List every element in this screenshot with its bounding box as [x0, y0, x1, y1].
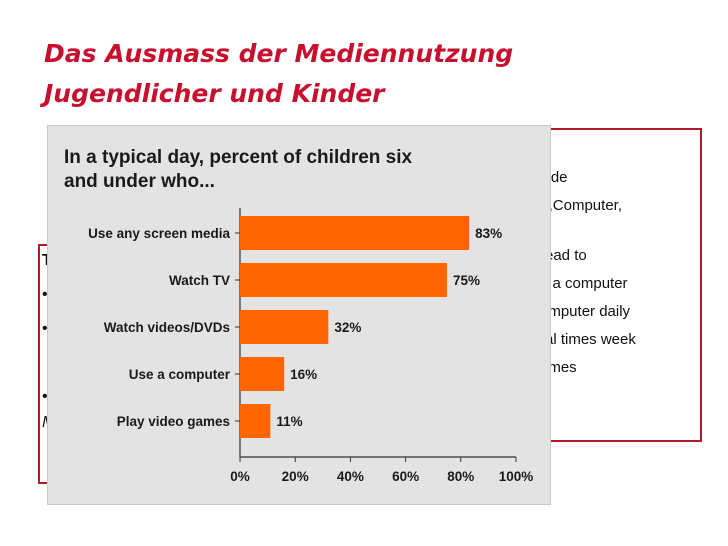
right-text-line: ames	[540, 359, 577, 376]
bar	[240, 310, 329, 344]
right-text-line: d a computer	[540, 275, 628, 292]
chart-title-line-2: and under who...	[64, 171, 215, 192]
bar	[240, 357, 285, 391]
right-text-line: ral times week	[540, 331, 636, 348]
bar	[240, 216, 470, 250]
right-text-line: V,Computer,	[540, 197, 622, 214]
x-tick-label: 0%	[230, 469, 250, 484]
slide-title-line-2: Jugendlicher und Kinder	[44, 79, 385, 108]
value-label: 83%	[475, 226, 502, 241]
left-bullet: •	[42, 286, 48, 303]
category-label: Use any screen media	[88, 226, 230, 241]
slide-title: Das Ausmass der Mediennutzung Jugendlich…	[44, 34, 644, 114]
chart-panel: In a typical day, percent of children si…	[48, 126, 550, 504]
value-label: 32%	[334, 320, 361, 335]
left-bullet: •	[42, 320, 48, 337]
left-text-fragment: T	[42, 252, 52, 269]
x-tick-label: 100%	[499, 469, 534, 484]
category-label: Watch videos/DVDs	[104, 320, 230, 335]
x-tick-label: 20%	[282, 469, 309, 484]
left-bullet: •	[42, 388, 48, 405]
category-label: Watch TV	[169, 273, 230, 288]
bar	[240, 404, 271, 438]
right-text-block: side V,Computer, read to d a computer om…	[540, 164, 636, 382]
x-tick-label: 60%	[392, 469, 419, 484]
right-text-line: side	[540, 169, 568, 186]
bar-chart: Use any screen media 83% Watch TV 75% Watch …	[88, 208, 534, 484]
x-tick-label: 40%	[337, 469, 364, 484]
chart-title: In a typical day, percent of children si…	[64, 146, 534, 194]
value-label: 75%	[453, 273, 480, 288]
bar	[240, 263, 447, 297]
chart-title-line-1: In a typical day, percent of children si…	[64, 147, 413, 168]
category-label: Play video games	[117, 414, 230, 429]
x-tick-label: 80%	[447, 469, 474, 484]
right-text-line: omputer daily	[540, 303, 631, 320]
slide-title-line-1: Das Ausmass der Mediennutzung	[44, 39, 514, 68]
right-text-line: read to	[540, 247, 587, 264]
value-label: 11%	[276, 414, 302, 429]
category-label: Use a computer	[129, 367, 231, 382]
value-label: 16%	[290, 367, 317, 382]
